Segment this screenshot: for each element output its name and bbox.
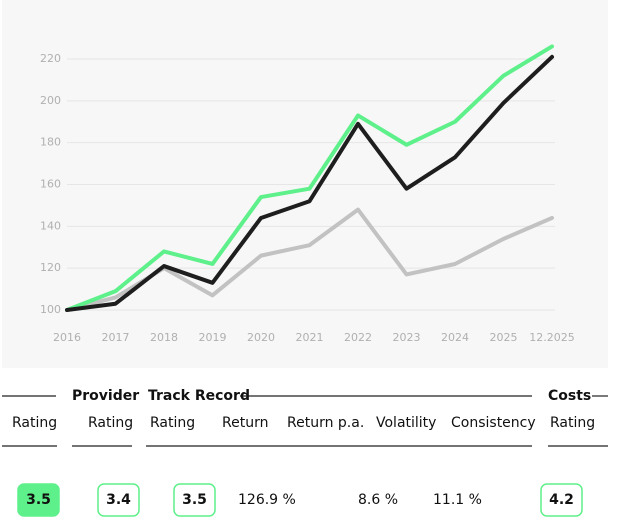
x-tick-label: 2022 bbox=[344, 331, 372, 344]
group-header: Track Record bbox=[148, 388, 250, 404]
y-tick-label: 180 bbox=[40, 136, 61, 149]
x-tick-label: 12.2025 bbox=[529, 331, 575, 344]
rating-badge bbox=[173, 483, 216, 517]
rating-badge bbox=[540, 483, 583, 517]
x-tick-label: 2023 bbox=[393, 331, 421, 344]
column-header: Rating bbox=[150, 415, 195, 431]
series-line bbox=[65, 54, 554, 312]
rating-value: 3.4 bbox=[106, 492, 131, 508]
table-rules bbox=[2, 395, 608, 447]
series-line bbox=[65, 44, 554, 312]
x-tick-label: 2016 bbox=[53, 331, 81, 344]
column-header: Consistency bbox=[451, 415, 536, 431]
x-tick-label: 2020 bbox=[247, 331, 275, 344]
y-tick-label: 200 bbox=[40, 94, 61, 107]
rating-badge bbox=[17, 483, 60, 517]
column-header: Return bbox=[222, 415, 268, 431]
group-header: Provider bbox=[72, 388, 139, 404]
column-header: Rating bbox=[88, 415, 133, 431]
y-tick-label: 100 bbox=[40, 303, 61, 316]
rating-value: 4.2 bbox=[549, 492, 574, 508]
x-tick-label: 2018 bbox=[150, 331, 178, 344]
x-tick-label: 2017 bbox=[102, 331, 130, 344]
x-tick-label: 2019 bbox=[199, 331, 227, 344]
column-header: Return p.a. bbox=[287, 415, 364, 431]
x-tick-label: 2021 bbox=[296, 331, 324, 344]
cell-value: 126.9 % bbox=[238, 492, 296, 508]
cell-value: 8.6 % bbox=[358, 492, 398, 508]
x-tick-label: 2024 bbox=[441, 331, 469, 344]
y-tick-label: 120 bbox=[40, 261, 61, 274]
rating-badge bbox=[97, 483, 140, 517]
column-header: Rating bbox=[12, 415, 57, 431]
cell-value: 11.1 % bbox=[433, 492, 482, 508]
rating-value: 3.5 bbox=[26, 492, 51, 508]
y-tick-label: 140 bbox=[40, 219, 61, 232]
rating-value: 3.5 bbox=[182, 492, 207, 508]
y-tick-label: 220 bbox=[40, 52, 61, 65]
column-header: Volatility bbox=[376, 415, 436, 431]
x-tick-label: 2025 bbox=[490, 331, 518, 344]
y-tick-label: 160 bbox=[40, 178, 61, 191]
column-header: Rating bbox=[550, 415, 595, 431]
group-header: Costs bbox=[548, 388, 591, 404]
